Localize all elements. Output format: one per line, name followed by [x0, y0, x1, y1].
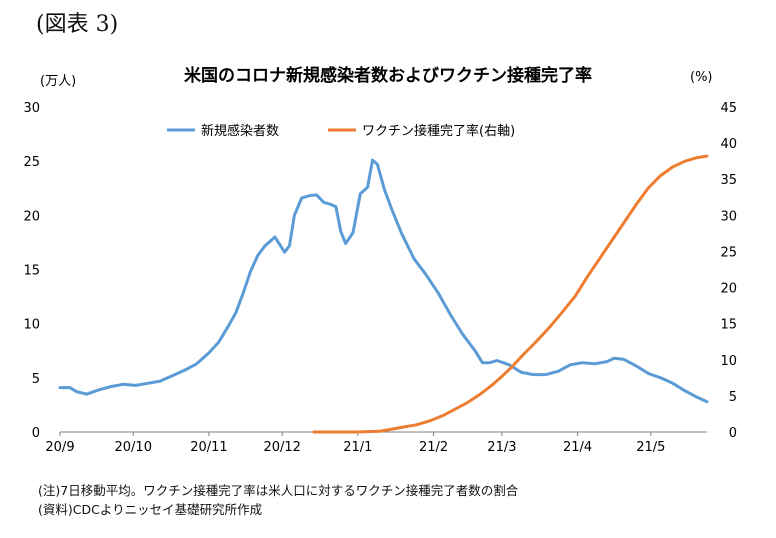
y-tick-label: 15 [23, 264, 40, 279]
x-tick-label: 21/2 [419, 440, 448, 455]
y-tick-label: 25 [23, 155, 40, 170]
x-tick-label: 21/3 [487, 440, 516, 455]
y2-tick-label: 10 [720, 354, 737, 369]
x-tick-label: 21/4 [563, 440, 592, 455]
x-tick-label: 20/11 [190, 440, 227, 455]
right-axis-unit: (%) [690, 70, 713, 85]
x-tick-label: 21/1 [343, 440, 372, 455]
tick-labels: 20/9 20/10 20/11 20/12 21/1 21/2 21/3 21/4 21/5 0… [23, 101, 737, 455]
y2-tick-label: 30 [720, 209, 737, 224]
y2-tick-label: 0 [729, 426, 737, 441]
y2-tick-label: 15 [720, 318, 737, 333]
figure-label: (図表 3) [36, 12, 119, 37]
series-line-1 [58, 158, 709, 404]
y-tick-label: 5 [32, 372, 40, 387]
x-tick-label: 20/9 [45, 440, 74, 455]
x-tick-label: 21/5 [636, 440, 665, 455]
y2-tick-label: 5 [729, 390, 737, 405]
y2-tick-label: 35 [720, 173, 737, 188]
source-text: (資料)CDCよりニッセイ基礎研究所作成 [38, 502, 263, 517]
y2-tick-label: 25 [720, 245, 737, 260]
note-text: (注)7日移動平均。ワクチン接種完了率は米人口に対するワクチン接種完了者数の割合 [38, 483, 519, 498]
left-axis-unit: (万人) [40, 74, 77, 89]
y2-tick-label: 45 [720, 101, 737, 116]
y-tick-label: 30 [23, 101, 40, 116]
y2-tick-label: 20 [720, 282, 737, 297]
series-line-2 [312, 154, 709, 434]
x-tick-label: 20/12 [263, 440, 300, 455]
y-tick-label: 20 [23, 209, 40, 224]
legend: 新規感染者数 ワクチン接種完了率(右軸) [167, 123, 515, 139]
y-tick-label: 10 [23, 318, 40, 333]
series-lines [58, 154, 709, 434]
axes [59, 431, 707, 436]
y2-tick-label: 40 [720, 137, 737, 152]
y-tick-label: 0 [32, 426, 40, 441]
x-tick-label: 20/10 [115, 440, 152, 455]
chart-title: 米国のコロナ新規感染者数およびワクチン接種完了率 [184, 66, 592, 86]
legend-label-1: 新規感染者数 [201, 123, 279, 139]
legend-label-2: ワクチン接種完了率(右軸) [362, 123, 515, 139]
